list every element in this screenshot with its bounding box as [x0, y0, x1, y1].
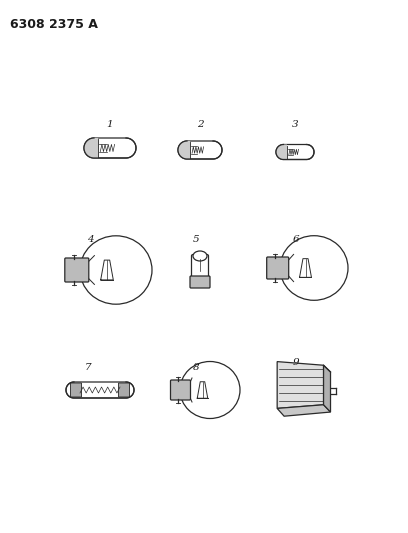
Polygon shape	[84, 138, 98, 158]
Ellipse shape	[280, 236, 348, 300]
Text: 9: 9	[293, 358, 299, 367]
Ellipse shape	[80, 236, 152, 304]
FancyBboxPatch shape	[191, 254, 208, 280]
Polygon shape	[277, 405, 330, 416]
Text: 5: 5	[193, 235, 200, 244]
Polygon shape	[66, 382, 134, 398]
FancyBboxPatch shape	[118, 383, 129, 397]
Text: 2: 2	[197, 120, 203, 129]
FancyBboxPatch shape	[171, 380, 191, 400]
Polygon shape	[324, 365, 330, 412]
Polygon shape	[178, 141, 222, 159]
Text: 7: 7	[85, 363, 91, 372]
Polygon shape	[178, 141, 190, 159]
FancyBboxPatch shape	[65, 258, 89, 282]
Ellipse shape	[180, 361, 240, 418]
FancyBboxPatch shape	[267, 257, 289, 279]
Text: 8: 8	[193, 363, 200, 372]
FancyBboxPatch shape	[71, 383, 82, 397]
FancyBboxPatch shape	[190, 276, 210, 288]
Polygon shape	[276, 144, 314, 159]
Polygon shape	[277, 361, 324, 408]
Text: 6: 6	[293, 235, 299, 244]
Text: 6308 2375 A: 6308 2375 A	[10, 18, 98, 31]
Text: 3: 3	[292, 120, 298, 129]
Text: 1: 1	[106, 120, 113, 129]
Text: 4: 4	[86, 235, 93, 244]
Ellipse shape	[193, 251, 207, 261]
Polygon shape	[276, 144, 287, 159]
Polygon shape	[84, 138, 136, 158]
